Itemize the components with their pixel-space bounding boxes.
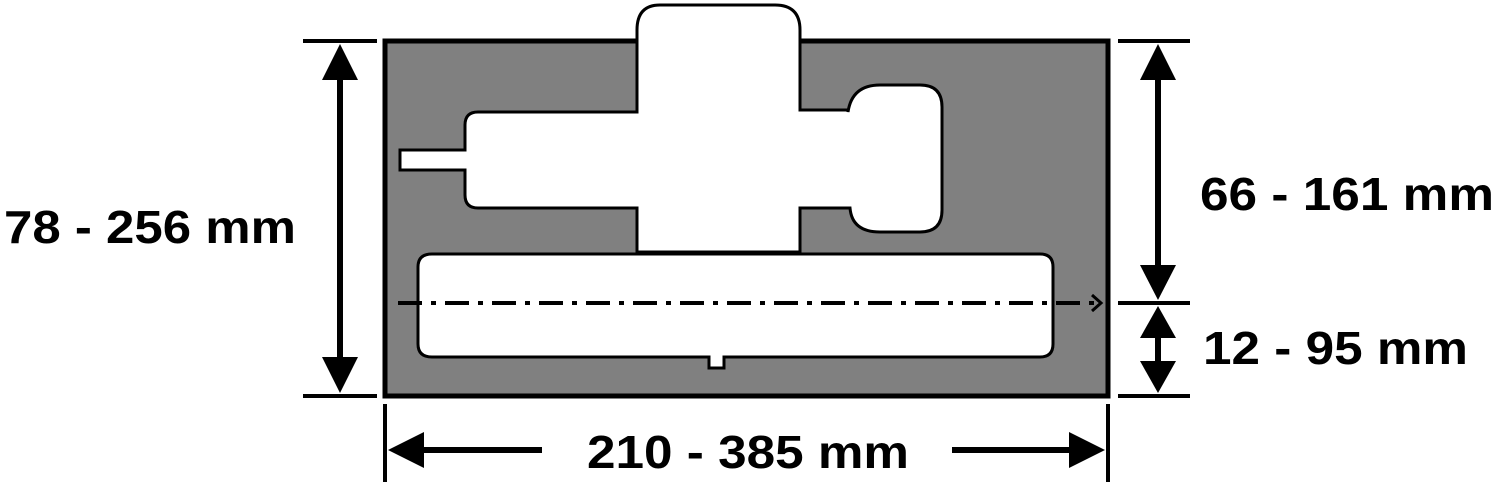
arrow-up-icon <box>1140 44 1176 80</box>
right-dimension <box>1118 39 1190 398</box>
arrow-right-icon <box>1069 432 1105 468</box>
arrow-down-icon <box>1140 265 1176 300</box>
arrow-left-icon <box>388 432 424 468</box>
cutting-line-arrowhead-icon <box>1091 293 1104 313</box>
arrow-down-icon <box>1140 361 1176 393</box>
bottom-dimension <box>383 404 1110 482</box>
height-upper-label: 66 - 161 mm <box>1200 168 1494 220</box>
upper-cutout <box>398 3 944 254</box>
height-lower-label: 12 - 95 mm <box>1203 322 1468 374</box>
lower-cutout <box>416 252 1055 370</box>
arrow-up-icon <box>1140 306 1176 338</box>
height-total-label: 78 - 256 mm <box>4 201 296 253</box>
left-dimension <box>303 39 377 398</box>
arrow-up-icon <box>322 44 358 80</box>
width-label: 210 - 385 mm <box>587 426 909 478</box>
arrow-down-icon <box>322 357 358 393</box>
